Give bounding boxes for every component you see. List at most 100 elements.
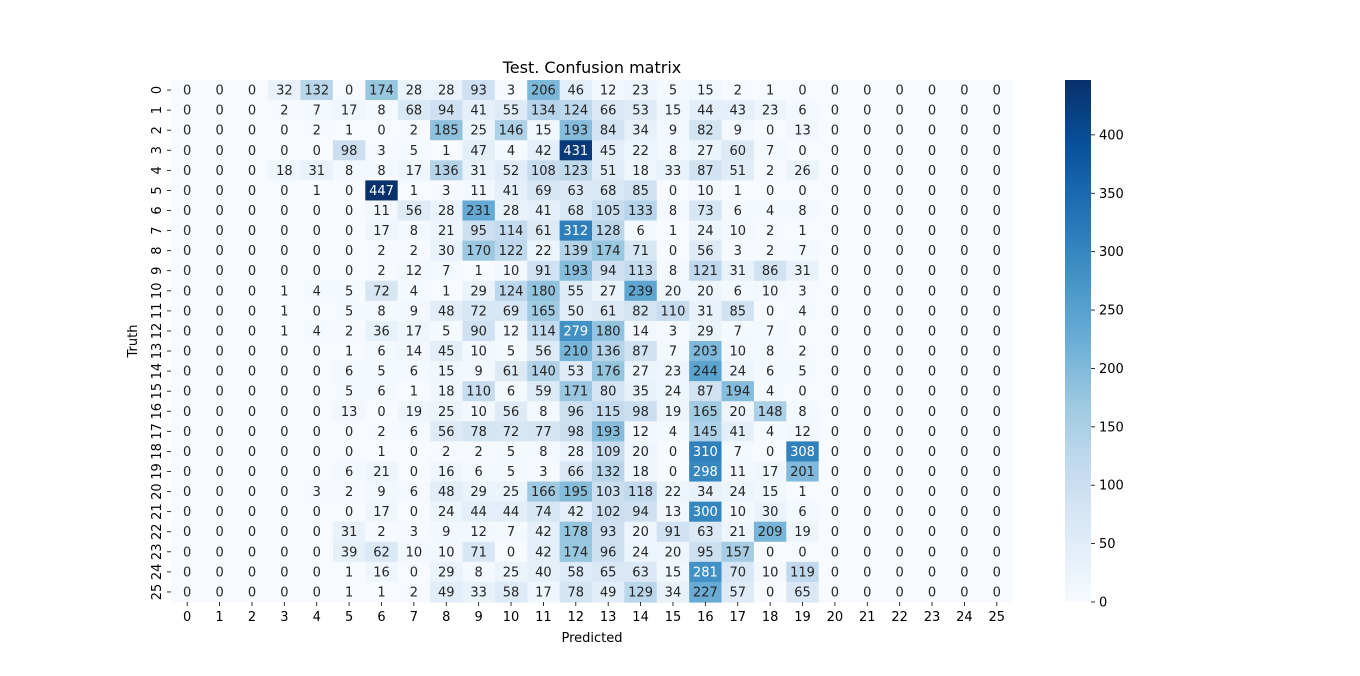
cell-value-label: 23 [762,104,779,119]
x-tick-label: 19 [794,610,811,625]
cell-value-label: 1 [669,224,677,239]
cell-value-label: 17 [406,164,423,179]
heatmap-cell [235,120,269,141]
cell-value-label: 0 [215,345,223,360]
cell-value-label: 0 [183,445,191,460]
heatmap-cell [948,501,982,523]
heatmap-cell [592,481,625,503]
cell-value-label: 15 [535,124,552,139]
heatmap-cell [915,441,949,463]
heatmap-cell [268,561,302,583]
cell-value-label: 20 [632,445,649,460]
heatmap-cell [592,441,625,463]
cell-value-label: 5 [345,284,353,299]
heatmap-cell [559,521,593,543]
cell-value-label: 98 [341,144,358,159]
heatmap-cell [786,80,820,101]
heatmap-cell [883,581,917,603]
cell-value-label: 124 [563,104,588,119]
cell-value-label: 0 [831,244,839,259]
heatmap-cell [689,581,723,603]
heatmap-cell [462,120,496,141]
cell-value-label: 18 [632,164,649,179]
cell-value-label: 0 [831,485,839,500]
cell-value-label: 56 [438,425,455,440]
heatmap-cell [235,80,269,101]
cell-value-label: 0 [896,324,904,339]
heatmap-cell [656,501,690,523]
heatmap-cell [689,260,723,282]
heatmap-cell [656,300,690,322]
heatmap-cell [948,260,982,282]
heatmap-cell [818,441,852,463]
cell-value-label: 72 [373,284,390,299]
heatmap-cell [559,441,593,463]
heatmap-cell [203,461,237,483]
heatmap-cell [818,200,852,222]
cell-value-label: 0 [993,385,1001,400]
cell-value-label: 0 [280,224,288,239]
heatmap-cell [883,401,917,422]
cell-value-label: 0 [928,345,936,360]
x-tick-label: 25 [989,610,1006,625]
y-tick-label: 13 [150,343,165,360]
heatmap-cell [721,401,755,422]
heatmap-cell [171,240,204,262]
heatmap-cell [948,561,982,583]
cell-value-label: 0 [960,184,968,199]
cell-value-label: 102 [596,505,621,520]
cell-value-label: 0 [863,164,871,179]
heatmap-cell [268,441,302,463]
heatmap-cell [300,100,334,121]
cell-value-label: 0 [928,545,936,560]
cell-value-label: 41 [470,104,487,119]
heatmap-cell [948,361,982,382]
heatmap-cell [883,501,917,523]
heatmap-cell [559,320,593,342]
x-tick-label: 23 [924,610,941,625]
heatmap-cell [527,521,561,543]
heatmap-cell [268,421,302,442]
cell-value-label: 0 [215,445,223,460]
cell-value-label: 0 [960,104,968,119]
cell-value-label: 7 [669,345,677,360]
heatmap-cell [462,521,496,543]
cell-value-label: 209 [758,525,783,540]
heatmap-cell [883,100,917,121]
heatmap-cell [786,501,820,523]
cell-value-label: 0 [345,505,353,520]
cell-value-label: 1 [442,284,450,299]
cell-value-label: 0 [766,445,774,460]
heatmap-cell [462,441,496,463]
heatmap-cell [915,160,949,181]
heatmap-cell [689,461,723,483]
cell-value-label: 5 [507,445,515,460]
cell-value-label: 74 [535,505,552,520]
heatmap-cell [786,441,820,463]
heatmap-cell [171,521,204,543]
heatmap-cell [559,220,593,242]
heatmap-cell [818,521,852,543]
cell-value-label: 12 [470,525,487,540]
cell-value-label: 24 [438,505,455,520]
heatmap-cell [915,100,949,121]
heatmap-cell [365,361,399,382]
heatmap-cell [397,361,431,382]
heatmap-cell [171,80,204,101]
heatmap-cell [462,240,496,262]
heatmap-cell [883,320,917,342]
cell-value-label: 0 [863,525,871,540]
heatmap-cell [624,521,658,543]
cell-value-label: 41 [535,204,552,219]
cell-value-label: 0 [248,585,256,600]
heatmap-cell [915,581,949,603]
heatmap-cell [527,561,561,583]
heatmap-cell [268,200,302,222]
heatmap-cell [689,481,723,503]
heatmap-cell [300,220,334,242]
heatmap-cell [689,541,723,563]
cell-value-label: 2 [766,164,774,179]
heatmap-cell [430,300,464,322]
cell-value-label: 0 [928,465,936,480]
heatmap-cell [592,561,625,583]
